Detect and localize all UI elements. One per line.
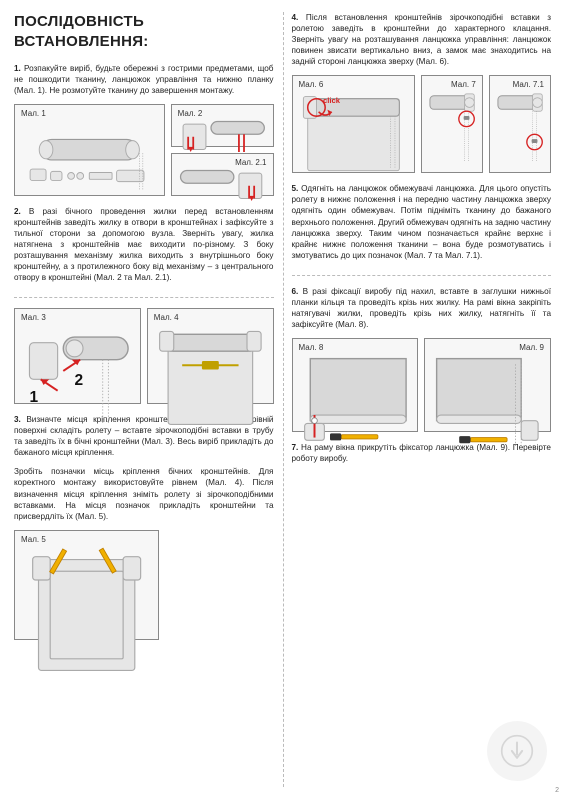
figure-8: Мал. 8 xyxy=(292,338,419,432)
fig2-illustration xyxy=(178,119,267,155)
hdash-2 xyxy=(292,275,552,276)
p6-text: В разі фіксації виробу під нахил, вставт… xyxy=(292,287,552,329)
figure-7: Мал. 7 xyxy=(421,75,483,173)
figure-2: Мал. 2 xyxy=(171,104,274,147)
fig1-illustration xyxy=(21,119,158,199)
fig-row-3-4: Мал. 3 1 2 Мал. 4 xyxy=(14,308,274,404)
figure-9: Мал. 9 xyxy=(424,338,551,432)
column-divider xyxy=(283,12,284,787)
p3b-text: Зробіть позначки місць кріплення бічних … xyxy=(14,467,274,520)
figure-5: Мал. 5 xyxy=(14,530,159,640)
paragraph-1: 1. Розпакуйте виріб, будьте обережні з г… xyxy=(14,63,274,96)
fig3-illustration: 1 2 xyxy=(21,323,134,430)
hdash-1 xyxy=(14,297,274,298)
num-2: 2 xyxy=(75,372,84,389)
paragraph-2: 2. В разі бічного проведення жилки перед… xyxy=(14,206,274,283)
paragraph-4: 4. Після встановлення кронштейнів зірочк… xyxy=(292,12,552,67)
right-column: 4. Після встановлення кронштейнів зірочк… xyxy=(292,12,552,787)
paragraph-3b: Зробіть позначки місць кріплення бічних … xyxy=(14,466,274,521)
left-column: ПОСЛІДОВНІСТЬ ВСТАНОВЛЕННЯ: 1. Розпакуйт… xyxy=(14,12,274,787)
p2-num: 2. xyxy=(14,207,21,216)
fig7-illustration xyxy=(428,90,476,165)
fig-row-1-2: Мал. 1 Мал. 2 xyxy=(14,104,274,196)
p3-num: 3. xyxy=(14,415,21,424)
main-title: ПОСЛІДОВНІСТЬ ВСТАНОВЛЕННЯ: xyxy=(14,12,274,53)
fig21-illustration xyxy=(178,168,267,204)
fig-row-8-9: Мал. 8 Мал. 9 xyxy=(292,338,552,432)
p1-text: Розпакуйте виріб, будьте обережні з гост… xyxy=(14,64,274,95)
fig-7-pair: Мал. 7 Мал. 7.1 xyxy=(421,75,551,173)
fig71-illustration xyxy=(496,90,544,165)
p5-text: Одягніть на ланцюжок обмежувачі ланцюжка… xyxy=(292,184,552,259)
fig6-illustration: click xyxy=(299,90,408,175)
p2-text: В разі бічного проведення жилки перед вс… xyxy=(14,207,274,282)
figure-2-1: Мал. 2.1 xyxy=(171,153,274,196)
paragraph-5: 5. Одягніть на ланцюжок обмежувачі ланцю… xyxy=(292,183,552,260)
figure-3: Мал. 3 1 2 xyxy=(14,308,141,404)
fig5-illustration xyxy=(21,545,152,676)
figure-1: Мал. 1 xyxy=(14,104,165,196)
paragraph-6: 6. В разі фіксації виробу під нахил, вст… xyxy=(292,286,552,330)
figure-4: Мал. 4 xyxy=(147,308,274,404)
p4-text: Після встановлення кронштейнів зірочкопо… xyxy=(292,13,552,66)
page-number: 2 xyxy=(555,786,559,795)
figure-7-1: Мал. 7.1 xyxy=(489,75,551,173)
num-1: 1 xyxy=(29,389,38,406)
fig4-illustration xyxy=(154,323,267,430)
figure-6: Мал. 6 click xyxy=(292,75,415,173)
fig-row-6-7: Мал. 6 click Мал. 7 xyxy=(292,75,552,173)
click-text: click xyxy=(322,96,340,105)
p1-num: 1. xyxy=(14,64,21,73)
fig8-illustration xyxy=(299,353,412,457)
watermark-icon xyxy=(487,721,547,781)
fig-2-stack: Мал. 2 Мал. 2.1 xyxy=(171,104,274,196)
fig9-illustration xyxy=(431,353,544,457)
